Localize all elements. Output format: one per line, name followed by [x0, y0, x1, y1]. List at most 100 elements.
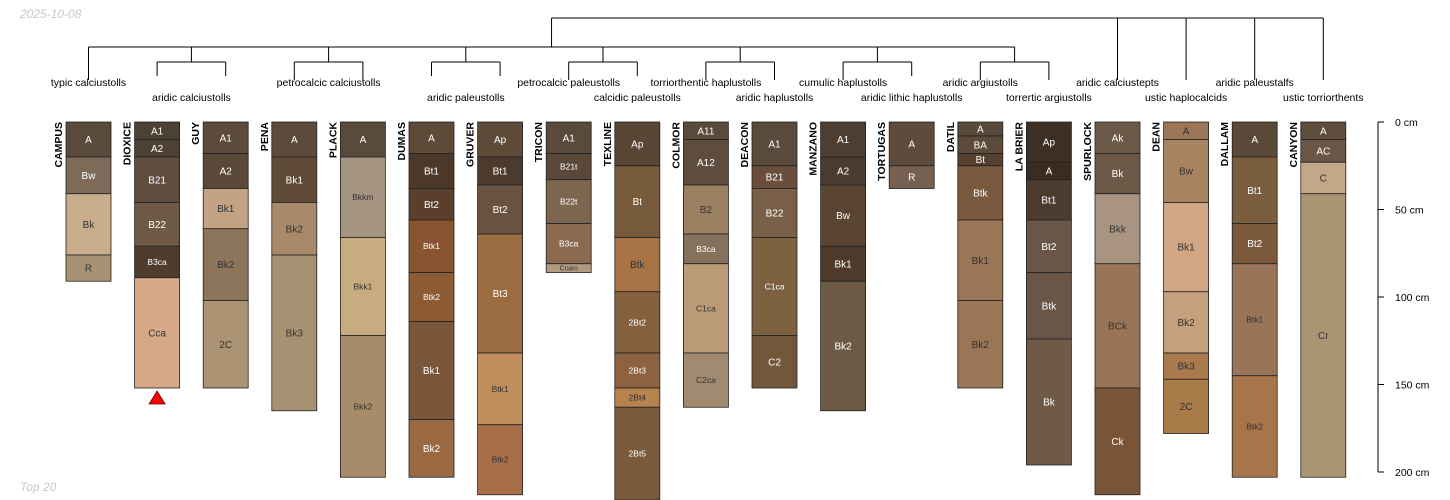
dendrogram — [88, 17, 1324, 80]
horizon-label: 2Bt2 — [629, 317, 647, 327]
horizon-rect — [477, 424, 524, 496]
horizon-label: Bt3 — [493, 289, 508, 300]
horizon-label: Btk2 — [492, 455, 509, 465]
horizon-rect — [545, 179, 592, 224]
horizon-rect — [65, 121, 112, 158]
axis-tick-label: 100 cm — [1395, 292, 1430, 304]
horizon-rect — [477, 352, 524, 426]
profile: A Bk1 Bk2 Bk3 PENA — [259, 121, 318, 412]
horizon-label: Btk — [630, 260, 645, 271]
horizon-rect — [683, 139, 729, 186]
horizon-label: A — [1251, 135, 1258, 146]
horizon-rect — [1300, 193, 1347, 478]
profile: A1 B21 B22 C1ca C2 DEACON — [739, 121, 798, 389]
horizon-label: Bkk1 — [353, 281, 372, 291]
horizon-rect — [683, 352, 729, 408]
horizon-label: A2 — [151, 144, 164, 155]
horizon-rect — [1231, 121, 1278, 158]
horizon-label: B21 — [148, 175, 166, 186]
horizon-label: A2 — [837, 167, 850, 178]
horizon-rect — [1163, 202, 1209, 293]
horizon-label: Btk2 — [1246, 421, 1263, 431]
profile-name: DIOXICE — [122, 122, 134, 165]
horizon-label: Btk2 — [423, 292, 440, 302]
horizon-label: B21t — [560, 162, 578, 172]
profile: A Bt1 Bt2 Btk1 Btk2 Bk1 Bk2 DUMAS — [396, 121, 455, 478]
taxon-label: aridic haplustolls — [736, 92, 814, 104]
horizon-label: A — [85, 135, 92, 146]
horizon-label: Bkkm — [352, 192, 373, 202]
horizon-rect — [820, 245, 866, 282]
horizon-rect — [271, 156, 318, 203]
horizon-label: Bt2 — [1041, 242, 1056, 253]
horizon-label: A12 — [697, 158, 715, 169]
horizon-label: A1 — [151, 126, 164, 137]
horizon-rect — [408, 272, 455, 322]
horizon-label: Bkk2 — [353, 401, 372, 411]
horizon-rect — [408, 153, 455, 189]
horizon-label: Bt2 — [493, 205, 508, 216]
profile: A Bw Bk R CAMPUS — [53, 121, 112, 282]
horizon-label: A1 — [220, 133, 233, 144]
horizon-rect — [65, 254, 112, 282]
profile: A BA Bt Btk Bk1 Bk2 DATIL — [945, 121, 1004, 389]
taxon-label: aridic paleustalfs — [1216, 77, 1294, 89]
taxon-label: aridic paleustolls — [427, 92, 505, 104]
horizon-rect — [477, 184, 524, 235]
profile: Ak Bk Bkk BCk Ck SPURLOCK — [1082, 122, 1141, 496]
horizon-rect — [65, 156, 112, 195]
horizon-label: BCk — [1108, 321, 1128, 332]
taxon-labels: typic calciustolls aridic calciustolls pet… — [51, 77, 1364, 104]
profile-name: DALLAM — [1219, 122, 1231, 167]
horizon-rect — [202, 153, 249, 189]
horizon-label: Cr — [1318, 331, 1329, 342]
horizon-label: Btk1 — [492, 384, 509, 394]
profile-name: LA BRIER — [1013, 122, 1025, 172]
horizon-rect — [271, 121, 318, 158]
horizon-rect — [1094, 387, 1141, 496]
profile: A11 A12 B2 B3ca C1ca C2ca COLMOR — [670, 122, 729, 408]
taxon-label: typic calciustolls — [51, 77, 126, 89]
horizon-label: Bk2 — [972, 340, 990, 351]
profile: A AC C Cr CANYON — [1288, 121, 1347, 478]
contact-marker — [148, 390, 166, 405]
horizon-rect — [477, 233, 524, 354]
profile-name: CAMPUS — [53, 122, 65, 168]
horizon-rect — [614, 121, 661, 167]
taxon-label: cumulic haplustolls — [799, 77, 887, 89]
profile: A1 B21t B22t B3ca Ccam TRICON — [533, 121, 592, 273]
horizon-label: C1ca — [765, 281, 785, 291]
horizon-label: Btk1 — [423, 241, 440, 251]
profile-name: SPURLOCK — [1082, 122, 1094, 181]
horizon-rect — [1231, 223, 1278, 265]
horizon-label: Bt1 — [424, 167, 439, 178]
horizon-label: A — [977, 125, 984, 136]
profile: A Bt1 Bt2 Btk1 Btk2 DALLAM — [1219, 121, 1278, 478]
horizon-rect — [1026, 219, 1072, 273]
horizon-label: R — [908, 173, 915, 184]
taxon-label: aridic calciustolls — [152, 92, 231, 104]
horizon-label: Bk1 — [834, 259, 852, 270]
horizon-rect — [202, 300, 249, 389]
profile-name: MANZANO — [808, 122, 820, 176]
horizon-rect — [614, 165, 661, 238]
horizon-label: C2ca — [696, 375, 716, 385]
horizon-rect — [683, 184, 729, 235]
profile: A Bkkm Bkk1 Bkk2 PLACK — [327, 122, 386, 478]
horizon-label: 2C — [1180, 402, 1193, 413]
horizon-label: B22 — [148, 220, 166, 231]
horizon-rect — [477, 156, 524, 186]
horizon-label: C1ca — [696, 303, 716, 313]
horizon-label: Bt1 — [1247, 186, 1262, 197]
taxon-label: aridic argiustolls — [943, 77, 1018, 89]
horizon-rect — [820, 184, 866, 247]
horizon-label: Bk2 — [1177, 318, 1195, 329]
axis-tick-label: 150 cm — [1395, 380, 1430, 392]
taxon-label: torrertic argiustolls — [1006, 92, 1092, 104]
horizon-rect — [1231, 263, 1278, 377]
profile: Ap A Bt1 Bt2 Btk Bk LA BRIER — [1013, 122, 1072, 466]
profile-name: TRICON — [533, 122, 545, 162]
horizon-rect — [339, 156, 386, 238]
profile: A Bw Bk1 Bk2 Bk3 2C DEAN — [1151, 121, 1209, 434]
